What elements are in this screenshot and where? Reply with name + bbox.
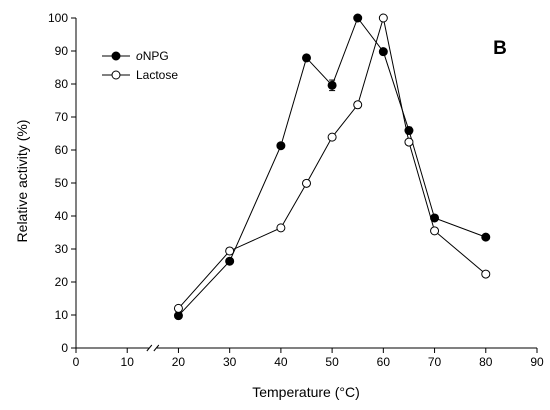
x-axis-ticks: 0 10 20 30 40 50 60 70 80 90 <box>73 348 544 369</box>
data-point-lactose <box>276 223 286 233</box>
data-point-onpg <box>378 47 388 57</box>
data-point-onpg <box>276 141 286 151</box>
y-tick-label: 50 <box>55 176 69 190</box>
data-point-onpg <box>353 13 363 23</box>
y-tick-label: 30 <box>55 242 69 256</box>
data-point-lactose <box>404 137 414 147</box>
x-tick-label: 40 <box>274 355 288 369</box>
data-point-onpg <box>225 256 235 266</box>
y-tick-label: 40 <box>55 209 69 223</box>
legend-marker-onpg <box>111 51 121 61</box>
y-axis-ticks: 0 10 20 30 40 50 60 70 80 90 100 <box>48 11 76 355</box>
y-tick-label: 10 <box>55 308 69 322</box>
data-point-lactose <box>327 132 337 142</box>
data-point-lactose <box>481 269 491 279</box>
data-point-lactose <box>302 178 311 188</box>
x-tick-label: 20 <box>172 355 186 369</box>
y-tick-label: 60 <box>55 143 69 157</box>
series-line-lactose <box>178 17 487 309</box>
y-tick-label: 70 <box>55 110 69 124</box>
legend-marker-lactose <box>111 70 121 80</box>
series-line-onpg <box>178 16 486 317</box>
axis-break-gap <box>148 345 157 351</box>
data-point-onpg <box>404 126 414 136</box>
y-axis-title: Relative activity (%) <box>14 120 30 243</box>
x-tick-label: 50 <box>325 355 339 369</box>
axis-break-slash <box>146 344 153 352</box>
y-tick-label: 0 <box>61 341 68 355</box>
y-tick-label: 80 <box>55 77 69 91</box>
x-tick-label: 60 <box>377 355 391 369</box>
x-tick-label: 70 <box>428 355 442 369</box>
data-point-onpg <box>481 232 491 242</box>
axis-break-slash <box>153 344 160 352</box>
x-tick-label: 80 <box>479 355 493 369</box>
data-point-onpg <box>302 53 311 63</box>
data-point-onpg <box>430 213 440 223</box>
data-point-lactose <box>378 13 388 23</box>
legend-label-lactose: Lactose <box>136 68 178 82</box>
y-tick-label: 100 <box>48 11 68 25</box>
data-point-lactose <box>430 226 440 236</box>
x-tick-label: 30 <box>223 355 237 369</box>
data-point-lactose <box>225 246 235 256</box>
data-point-onpg <box>327 80 337 90</box>
x-axis-title: Temperature (°C) <box>252 384 360 400</box>
panel-label: B <box>493 38 507 59</box>
x-tick-label: 10 <box>121 355 135 369</box>
x-tick-label: 90 <box>530 355 544 369</box>
legend-label-onpg: oNPG <box>136 49 169 63</box>
x-tick-label: 0 <box>73 355 80 369</box>
y-tick-label: 20 <box>55 275 69 289</box>
plot-area <box>173 13 491 321</box>
x-axis-break-mark <box>146 344 160 352</box>
legend: oNPG Lactose <box>102 49 178 82</box>
data-point-lactose <box>173 303 183 313</box>
data-point-lactose <box>353 100 363 110</box>
y-tick-label: 90 <box>55 44 69 58</box>
